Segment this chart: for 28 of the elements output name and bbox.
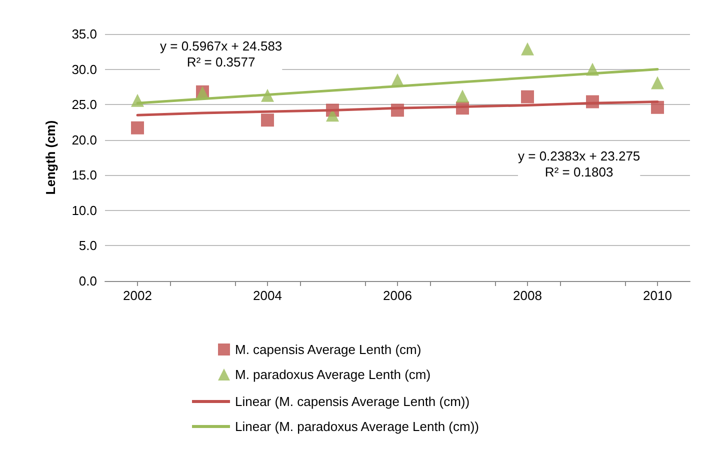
x-tick-label: 2006 xyxy=(383,288,412,303)
legend-label: Linear (M. paradoxus Average Lenth (cm)) xyxy=(235,419,479,434)
y-tick-label: 10.0 xyxy=(72,202,97,218)
y-tick-label: 15.0 xyxy=(72,168,97,183)
y-tick-label: 20.0 xyxy=(72,132,97,148)
x-tick-label: 2010 xyxy=(643,288,672,303)
point xyxy=(521,42,534,56)
y-tick-label: 25.0 xyxy=(72,97,97,112)
legend-label: M. paradoxus Average Lenth (cm) xyxy=(235,367,431,382)
annotation: y = 0.2383x + 23.275 R² = 0.1803 xyxy=(518,148,640,180)
y-tick-label: 5.0 xyxy=(78,238,97,254)
y-tick-label: 30.0 xyxy=(72,62,97,77)
point xyxy=(261,114,274,127)
y-tick-label: 35.0 xyxy=(72,26,97,42)
y-tick-label: 0.0 xyxy=(78,274,97,288)
point xyxy=(651,100,664,114)
x-tick-label: 2008 xyxy=(513,288,542,303)
legend-label: Linear (M. capensis Average Lenth (cm)) xyxy=(235,394,470,409)
point xyxy=(131,121,144,134)
annotation: y = 0.5967x + 24.583 R² = 0.3577 xyxy=(160,38,282,70)
x-tick-label: 2004 xyxy=(253,288,282,303)
point xyxy=(326,108,339,122)
y-axis-title: Length (cm) xyxy=(43,120,58,195)
x-tick-label: 2002 xyxy=(123,288,152,303)
legend-label: M. capensis Average Lenth (cm) xyxy=(235,342,422,357)
point xyxy=(651,76,664,90)
point xyxy=(521,90,534,104)
point xyxy=(456,90,469,103)
